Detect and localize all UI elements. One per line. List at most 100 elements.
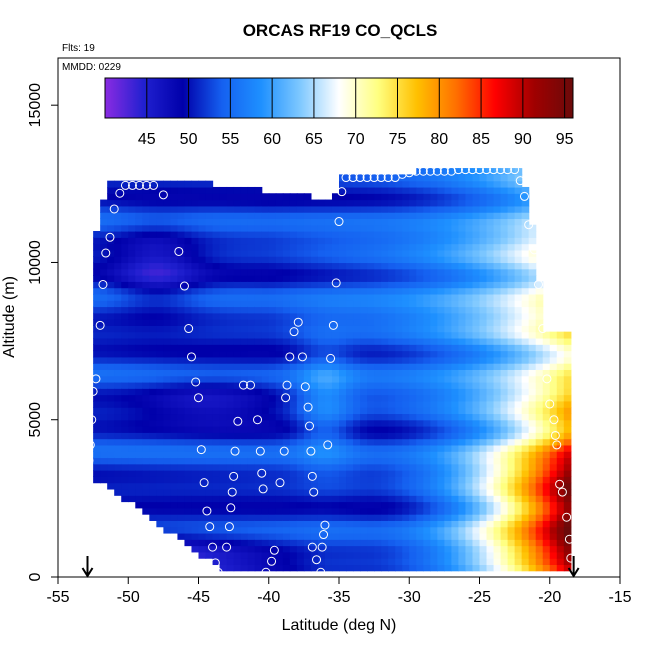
heatmap-cell bbox=[128, 356, 136, 364]
heatmap-cell bbox=[275, 520, 284, 528]
heatmap-cell bbox=[177, 488, 186, 496]
heatmap-cell bbox=[205, 532, 214, 540]
heatmap-cell bbox=[528, 476, 537, 484]
heatmap-cell bbox=[331, 495, 340, 503]
heatmap-cell bbox=[381, 419, 389, 427]
heatmap-cell bbox=[430, 218, 438, 226]
track-point bbox=[550, 430, 560, 440]
heatmap-cell bbox=[303, 400, 312, 408]
heatmap-cell bbox=[226, 344, 235, 352]
heatmap-cell bbox=[395, 375, 403, 383]
heatmap-cell bbox=[472, 375, 481, 383]
heatmap-cell bbox=[528, 237, 537, 245]
heatmap-cell bbox=[479, 319, 488, 326]
heatmap-cell bbox=[275, 501, 284, 509]
heatmap-cell bbox=[275, 256, 284, 264]
heatmap-cell bbox=[556, 558, 565, 566]
heatmap-cell bbox=[317, 451, 326, 459]
heatmap-cell bbox=[402, 180, 410, 188]
heatmap-cell bbox=[556, 363, 565, 370]
heatmap-cell bbox=[275, 224, 284, 232]
heatmap-cell bbox=[142, 356, 150, 364]
heatmap-cell bbox=[367, 262, 375, 270]
heatmap-cell bbox=[535, 438, 544, 446]
heatmap-cell bbox=[416, 337, 424, 345]
heatmap-cell bbox=[416, 463, 424, 471]
heatmap-cell bbox=[212, 231, 221, 238]
heatmap-cell bbox=[261, 205, 270, 213]
heatmap-cell bbox=[472, 388, 481, 396]
heatmap-cell bbox=[409, 199, 417, 207]
heatmap-cell bbox=[556, 432, 565, 440]
heatmap-cell bbox=[521, 381, 530, 389]
heatmap-cell bbox=[402, 444, 410, 452]
track-point bbox=[534, 279, 544, 289]
heatmap-cell bbox=[381, 293, 389, 301]
heatmap-cell bbox=[289, 426, 298, 433]
chart-title: ORCAS RF19 CO_QCLS bbox=[243, 21, 438, 40]
heatmap-cell bbox=[535, 407, 544, 415]
track-point bbox=[557, 487, 567, 497]
heatmap-cell bbox=[381, 507, 389, 515]
heatmap-cell bbox=[268, 539, 277, 547]
heatmap-cell bbox=[100, 287, 108, 295]
heatmap-cell bbox=[149, 243, 157, 251]
heatmap-cell bbox=[163, 501, 172, 509]
heatmap-cell bbox=[149, 463, 157, 471]
heatmap-cell bbox=[324, 363, 333, 370]
heatmap-cell bbox=[395, 407, 403, 415]
heatmap-cell bbox=[128, 413, 136, 421]
heatmap-cell bbox=[128, 394, 136, 402]
heatmap-cell bbox=[388, 256, 396, 264]
heatmap-cell bbox=[254, 539, 263, 547]
heatmap-cell bbox=[170, 476, 179, 484]
heatmap-cell bbox=[395, 400, 403, 408]
heatmap-cell bbox=[395, 243, 403, 251]
heatmap-cell bbox=[184, 407, 193, 415]
heatmap-cell bbox=[486, 249, 495, 257]
heatmap-cell bbox=[360, 363, 368, 370]
heatmap-cell bbox=[128, 419, 136, 427]
heatmap-cell bbox=[275, 237, 284, 245]
heatmap-cell bbox=[149, 350, 157, 358]
heatmap-cell bbox=[367, 319, 375, 326]
heatmap-cell bbox=[177, 432, 186, 440]
heatmap-cell bbox=[296, 495, 305, 503]
heatmap-cell bbox=[324, 495, 333, 503]
heatmap-cell bbox=[149, 331, 157, 339]
heatmap-cell bbox=[339, 507, 347, 515]
heatmap-cell bbox=[374, 205, 382, 213]
heatmap-cell bbox=[451, 237, 460, 245]
heatmap-cell bbox=[542, 545, 551, 553]
heatmap-cell bbox=[268, 444, 277, 452]
heatmap-cell bbox=[465, 180, 474, 188]
heatmap-cell bbox=[275, 243, 284, 251]
heatmap-cell bbox=[423, 488, 431, 496]
heatmap-cell bbox=[339, 381, 347, 389]
heatmap-cell bbox=[479, 438, 488, 446]
heatmap-cell bbox=[409, 193, 417, 201]
heatmap-cell bbox=[444, 451, 452, 459]
heatmap-cell bbox=[444, 218, 452, 226]
heatmap-cell bbox=[437, 231, 445, 238]
heatmap-cell bbox=[310, 394, 319, 402]
heatmap-cell bbox=[458, 444, 467, 452]
heatmap-cell bbox=[388, 470, 396, 477]
heatmap-cell bbox=[324, 205, 333, 213]
heatmap-cell bbox=[430, 394, 438, 402]
heatmap-cell bbox=[240, 413, 249, 421]
heatmap-cell bbox=[142, 388, 150, 396]
heatmap-cell bbox=[226, 476, 235, 484]
heatmap-cell bbox=[296, 293, 305, 301]
heatmap-cell bbox=[261, 237, 270, 245]
heatmap-cell bbox=[149, 476, 157, 484]
heatmap-cell bbox=[374, 268, 382, 276]
heatmap-cell bbox=[507, 212, 516, 220]
heatmap-cell bbox=[423, 186, 431, 194]
heatmap-cell bbox=[331, 344, 340, 352]
heatmap-cell bbox=[289, 400, 298, 408]
heatmap-cell bbox=[409, 350, 417, 358]
heatmap-cell bbox=[521, 275, 530, 282]
heatmap-cell bbox=[465, 470, 474, 477]
heatmap-cell bbox=[135, 325, 143, 333]
